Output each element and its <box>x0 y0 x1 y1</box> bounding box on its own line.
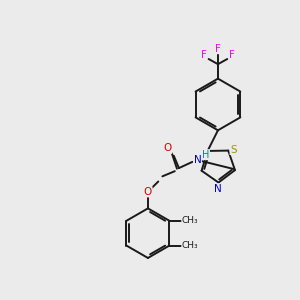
Text: F: F <box>200 50 206 60</box>
Text: O: O <box>144 187 152 197</box>
Text: CH₃: CH₃ <box>182 241 198 250</box>
Text: CH₃: CH₃ <box>182 216 198 225</box>
Text: N: N <box>194 155 201 165</box>
Text: N: N <box>214 184 221 194</box>
Text: S: S <box>230 145 237 154</box>
Text: O: O <box>164 143 172 154</box>
Text: F: F <box>215 44 221 54</box>
Text: F: F <box>230 50 236 60</box>
Text: H: H <box>202 150 209 160</box>
